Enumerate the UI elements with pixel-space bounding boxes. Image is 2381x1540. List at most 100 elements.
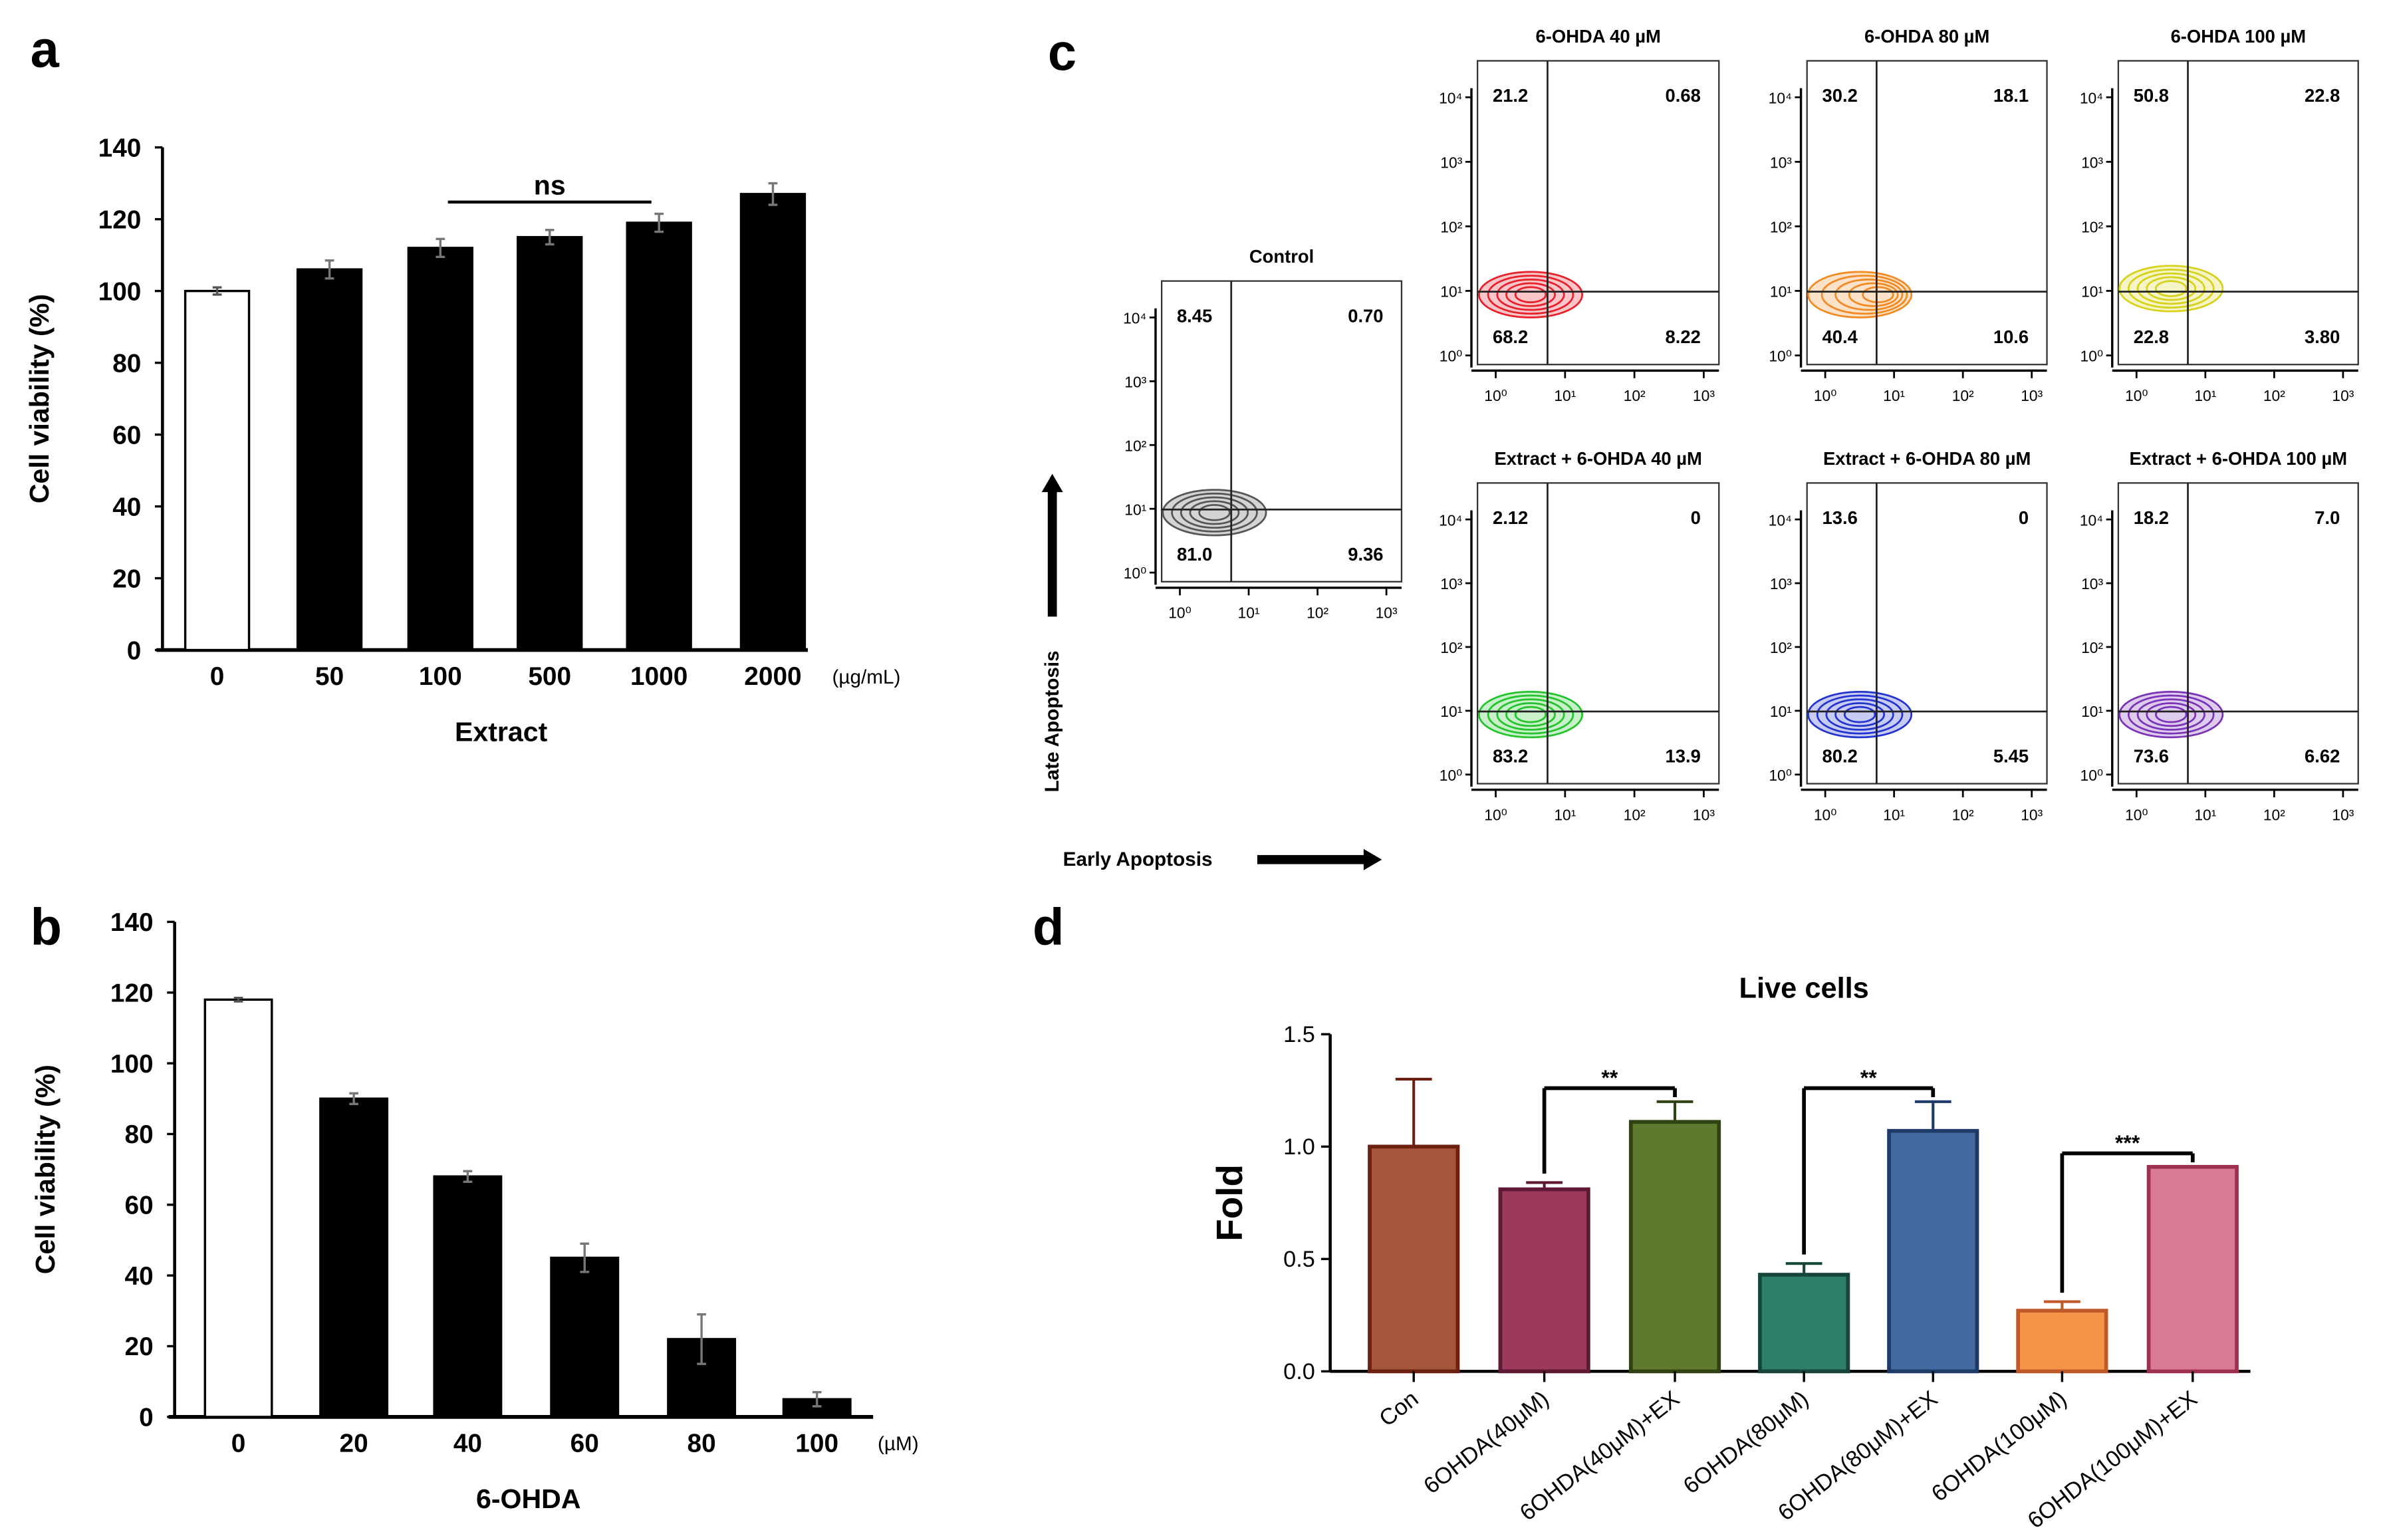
contour-ring — [1834, 278, 1904, 311]
flow-plot: 6-OHDA 40 µM 21.2 0.68 68.2 8.22 10⁰ 10¹ 10² 10³… — [1439, 26, 1720, 404]
contour-ring — [1825, 698, 1894, 731]
quadrant-lower-left: 81.0 — [1177, 544, 1212, 565]
plot-x-tick-label: 10¹ — [1238, 604, 1260, 622]
x-tick-label: 500 — [528, 662, 571, 691]
x-tick-label: 6OHDA(100μM) — [1927, 1386, 2071, 1507]
plot-x-tick-label: 10² — [1624, 387, 1646, 404]
quadrant-upper-left: 8.45 — [1177, 305, 1212, 326]
y-axis-title: Cell viability (%) — [30, 1065, 61, 1274]
bar — [1758, 1273, 1850, 1374]
plot-y-tick-label: 10¹ — [1440, 703, 1462, 720]
y-axis-title: Fold — [1209, 1164, 1250, 1241]
flow-plot-title: 6-OHDA 80 µM — [1864, 26, 1989, 47]
y-axis-title: Cell viability (%) — [24, 294, 55, 503]
quadrant-lower-left: 83.2 — [1493, 746, 1528, 767]
y-tick-label: 0 — [139, 1404, 154, 1432]
plot-y-tick-label: 10³ — [1440, 575, 1462, 592]
plot-y-tick-label: 10¹ — [1770, 283, 1792, 301]
y-tick-label: 140 — [98, 134, 142, 162]
bar — [517, 235, 583, 652]
plot-y-tick-label: 10³ — [2081, 575, 2103, 592]
y-tick-label: 20 — [112, 565, 141, 593]
bar — [184, 289, 251, 652]
x-tick-label: 6OHDA(80μM) — [1679, 1386, 1813, 1499]
plot-y-tick-label: 10² — [1770, 639, 1792, 656]
x-tick-label: 80 — [688, 1429, 716, 1458]
contour-ring — [1496, 698, 1565, 731]
plot-y-tick-label: 10² — [1770, 219, 1792, 236]
quadrant-lower-left: 73.6 — [2134, 746, 2169, 767]
x-tick-label: Con — [1374, 1386, 1423, 1432]
contour-ring — [1162, 489, 1267, 537]
bar — [296, 268, 363, 652]
plot-x-tick-label: 10² — [2263, 387, 2285, 404]
plot-frame — [1806, 482, 2048, 785]
late-apoptosis-axis-label: Late Apoptosis — [1041, 650, 1063, 792]
y-tick-label: 40 — [124, 1262, 153, 1291]
plot-y-tick-label: 10⁴ — [1769, 511, 1792, 529]
plot-y-tick-label: 10¹ — [1124, 501, 1146, 518]
population-contour — [2118, 265, 2224, 313]
contour-ring — [2118, 690, 2224, 739]
plot-x-tick-label: 10¹ — [1883, 387, 1905, 404]
plot-x-tick-label: 10³ — [1693, 806, 1715, 823]
bar — [319, 1097, 389, 1418]
contour-ring — [1487, 275, 1574, 315]
bar — [433, 1175, 503, 1418]
y-tick-label: 0.5 — [1283, 1247, 1315, 1272]
contour-ring — [1496, 278, 1565, 311]
y-tick-label: 60 — [112, 421, 141, 449]
plot-x-tick-label: 10⁰ — [2125, 387, 2148, 404]
y-tick-label: 100 — [110, 1050, 154, 1079]
plot-x-tick-label: 10³ — [2332, 387, 2354, 404]
contour-ring — [1807, 690, 1913, 739]
x-axis-title: 6-OHDA — [476, 1483, 581, 1514]
plot-x-tick-label: 10¹ — [1554, 806, 1576, 823]
x-tick-label: 60 — [570, 1429, 599, 1458]
plot-y-tick-label: 10³ — [1770, 154, 1792, 171]
y-tick-label: 40 — [112, 493, 141, 521]
quadrant-upper-left: 2.12 — [1493, 507, 1528, 528]
plot-y-tick-label: 10⁰ — [1440, 348, 1463, 365]
contour-ring — [1843, 706, 1876, 723]
significance-label: ** — [1860, 1066, 1877, 1090]
bar — [1368, 1144, 1460, 1374]
early-apoptosis-arrow-head — [1363, 848, 1382, 870]
y-tick-label: 100 — [98, 277, 142, 306]
plot-y-tick-label: 10⁰ — [1769, 348, 1792, 365]
bar — [203, 998, 273, 1418]
plot-y-tick-label: 10² — [1440, 219, 1462, 236]
contour-ring — [1505, 282, 1556, 307]
y-tick-label: 140 — [110, 908, 154, 937]
plot-y-tick-label: 10¹ — [1440, 283, 1462, 301]
x-tick-label: 2000 — [744, 662, 801, 691]
y-tick-label: 60 — [124, 1192, 153, 1220]
plot-y-tick-label: 10⁴ — [1123, 310, 1146, 327]
plot-frame — [1476, 482, 1720, 785]
quadrant-lower-left: 22.8 — [2134, 326, 2169, 347]
contour-ring — [1189, 500, 1240, 525]
plot-x-tick-label: 10³ — [1693, 387, 1715, 404]
y-tick-label: 1.0 — [1283, 1134, 1315, 1160]
contour-ring — [2136, 272, 2205, 305]
contour-ring — [2146, 702, 2197, 727]
contour-ring — [2155, 280, 2188, 297]
x-tick-label: 40 — [453, 1429, 482, 1458]
panel-label-c: c — [1048, 24, 1076, 81]
contour-ring — [1848, 282, 1899, 307]
plot-y-tick-label: 10² — [2081, 639, 2103, 656]
x-tick-label: 0 — [231, 1429, 246, 1458]
quadrant-lower-right: 3.80 — [2305, 326, 2340, 347]
y-tick-label: 0.0 — [1283, 1359, 1315, 1384]
x-unit-label: (µg/mL) — [832, 666, 901, 688]
plot-x-tick-label: 10⁰ — [2125, 806, 2148, 823]
contour-ring — [1198, 504, 1231, 521]
plot-y-tick-label: 10⁰ — [2080, 767, 2104, 784]
quadrant-lower-left: 40.4 — [1822, 326, 1858, 347]
x-tick-label: 50 — [315, 662, 344, 691]
significance-label: ** — [1601, 1066, 1618, 1090]
flow-plot: Extract + 6-OHDA 80 µM 13.6 0 80.2 5.45 10⁰ 10… — [1769, 448, 2048, 823]
plot-y-tick-label: 10⁰ — [1440, 767, 1463, 784]
bar — [2016, 1309, 2108, 1374]
